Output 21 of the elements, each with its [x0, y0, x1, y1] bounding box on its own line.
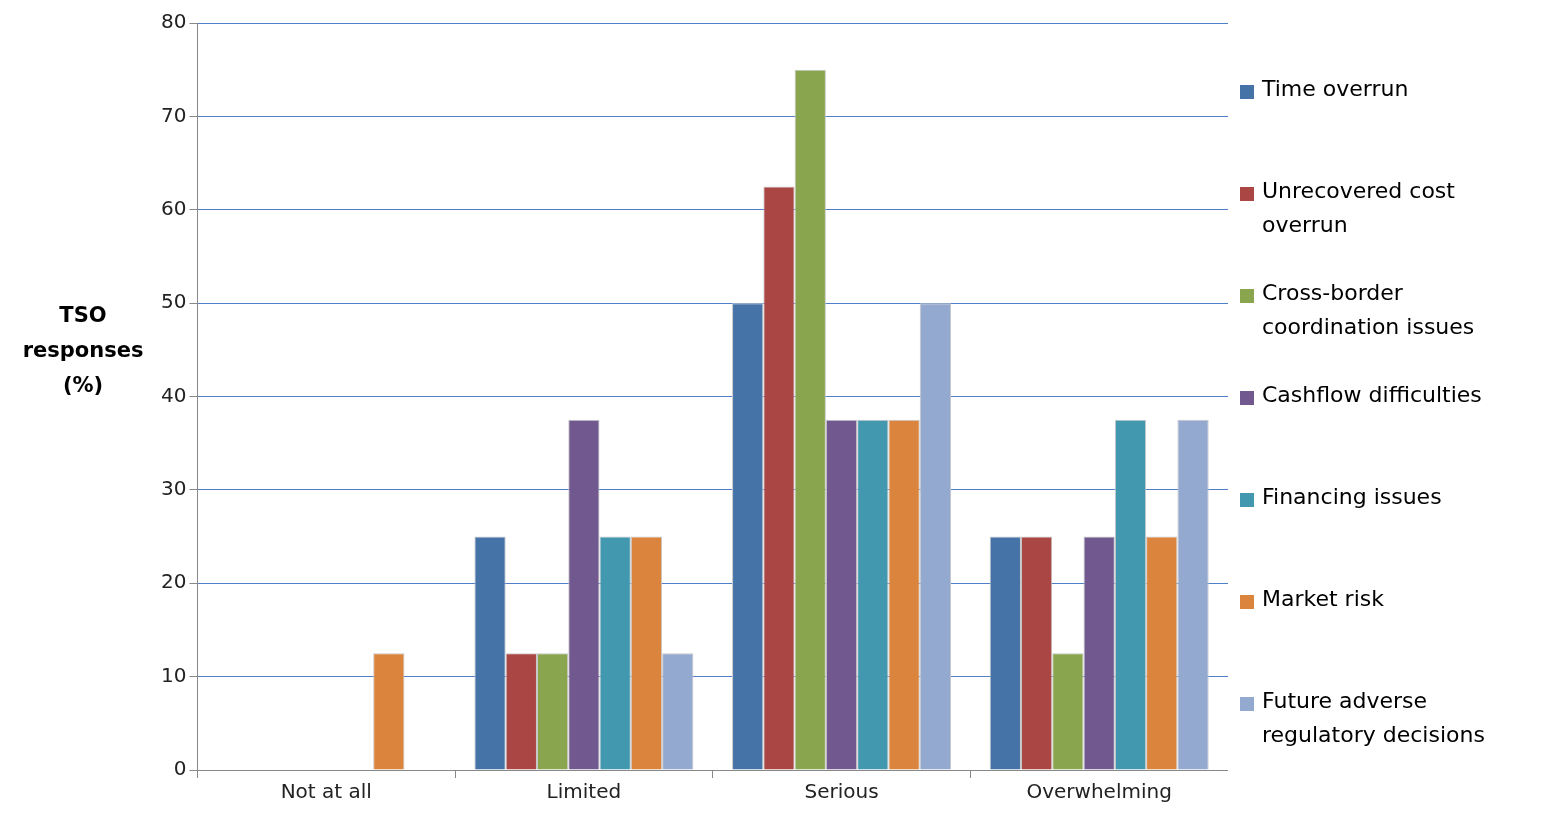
y-tick-label: 0 — [173, 756, 187, 781]
legend-label: Future adverse regulatory decisions — [1262, 687, 1486, 749]
y-tick-label: 70 — [161, 102, 187, 127]
legend-label: Cross-border coordination issues — [1262, 279, 1476, 341]
legend-label: Time overrun — [1262, 75, 1409, 103]
y-tick-label: 20 — [161, 569, 187, 594]
legend-label: Financing issues — [1262, 483, 1442, 511]
x-tick-label: Limited — [546, 779, 622, 804]
y-axis-title: TSO responses (%) — [22, 303, 144, 397]
y-tick-label: 30 — [161, 476, 187, 501]
x-tick-label: Not at all — [280, 779, 372, 804]
y-tick-label: 60 — [161, 195, 187, 220]
legend-label: Unrecovered cost overrun — [1262, 177, 1456, 239]
x-tick-label: Overwhelming — [1026, 779, 1172, 804]
y-tick-label: 50 — [161, 289, 187, 314]
y-tick-label: 40 — [161, 382, 187, 407]
y-tick-label: 80 — [161, 9, 187, 34]
y-tick-label: 10 — [161, 662, 187, 687]
legend-label: Cashflow difficulties — [1262, 381, 1482, 409]
x-tick-label: Serious — [804, 779, 879, 804]
legend-label: Market risk — [1262, 585, 1384, 613]
